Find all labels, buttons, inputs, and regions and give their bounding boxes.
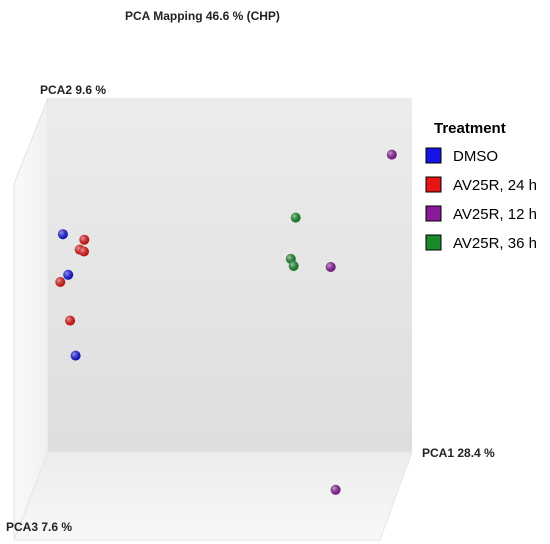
legend-label: AV25R, 12 h bbox=[453, 206, 537, 223]
axis-label-pca2: PCA2 9.6 % bbox=[40, 83, 106, 97]
legend-swatch bbox=[425, 176, 442, 193]
legend: Treatment DMSO AV25R, 24 h AV25R, 12 h AV25… bbox=[425, 120, 537, 252]
data-point-shading bbox=[386, 149, 397, 160]
back-wall bbox=[48, 98, 412, 452]
legend-label: AV25R, 24 h bbox=[453, 177, 537, 194]
axis-label-pca3: PCA3 7.6 % bbox=[6, 520, 72, 534]
legend-swatch bbox=[425, 205, 442, 222]
data-point-shading bbox=[325, 262, 336, 272]
floor bbox=[13, 451, 413, 541]
data-point-shading bbox=[330, 484, 341, 495]
data-point-shading bbox=[79, 234, 90, 245]
data-point-shading bbox=[57, 229, 68, 240]
legend-label: AV25R, 36 h bbox=[453, 235, 537, 252]
legend-swatch bbox=[425, 234, 442, 251]
data-point-shading bbox=[70, 350, 81, 361]
legend-label: DMSO bbox=[453, 148, 498, 165]
data-point-shading bbox=[55, 277, 66, 287]
data-point-shading bbox=[79, 246, 89, 257]
chart-title: PCA Mapping 46.6 % (CHP) bbox=[125, 9, 280, 23]
axis-label-pca1: PCA1 28.4 % bbox=[422, 446, 495, 460]
data-points bbox=[55, 149, 397, 495]
data-point-shading bbox=[65, 315, 76, 326]
legend-swatch bbox=[425, 147, 442, 164]
data-point-shading bbox=[288, 261, 299, 271]
data-point-shading bbox=[63, 269, 74, 280]
data-point-shading bbox=[290, 212, 301, 223]
legend-title: Treatment bbox=[434, 120, 506, 137]
